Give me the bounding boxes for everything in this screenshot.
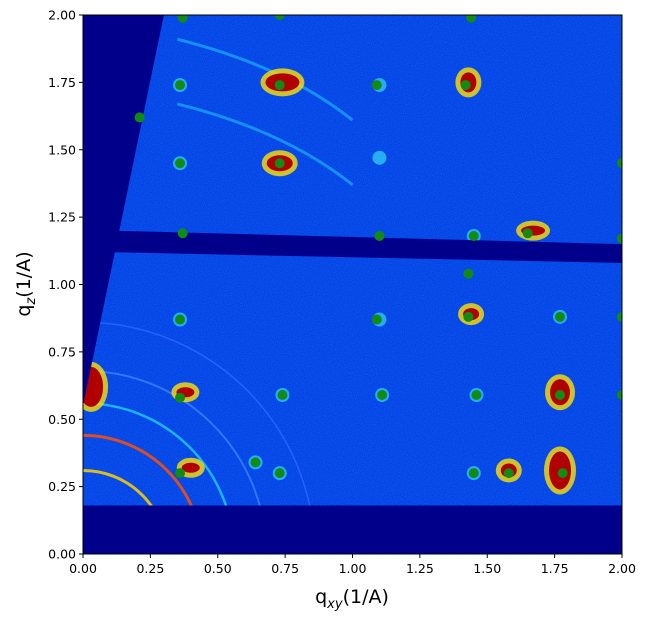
- peak-marker: [471, 389, 482, 400]
- x-axis-title: qxy(1/A): [315, 586, 389, 612]
- horizontal-gap: [109, 230, 622, 263]
- peak-marker: [377, 389, 388, 400]
- peak-marker: [617, 311, 622, 322]
- peak-marker: [134, 112, 145, 123]
- peak-marker: [175, 314, 186, 325]
- peak-marker: [371, 314, 382, 325]
- peak-marker: [274, 80, 285, 91]
- peak-marker: [466, 15, 477, 23]
- peak-marker: [617, 389, 622, 400]
- peak-marker: [555, 389, 566, 400]
- peak-marker: [555, 311, 566, 322]
- peak-marker: [463, 268, 474, 279]
- peak-marker: [460, 80, 471, 91]
- peak-marker: [274, 468, 285, 479]
- peak-marker: [177, 15, 188, 23]
- y-tick-label: 1.75: [48, 75, 76, 90]
- weak-spot: [372, 150, 387, 165]
- peak-marker: [374, 230, 385, 241]
- x-tick-label: 1.25: [406, 561, 434, 576]
- y-tick-label: 0.75: [48, 344, 76, 359]
- peak-marker: [617, 233, 622, 244]
- x-tick-label: 0.75: [271, 561, 299, 576]
- y-tick-label: 0.50: [48, 412, 76, 427]
- y-axis: 0.00 0.25 0.50 0.75 1.00 1.25 1.50 1.75 2.00: [48, 8, 83, 562]
- detector-gaps: [83, 15, 622, 554]
- peak-marker: [468, 230, 479, 241]
- y-axis-title: qz(1/A): [13, 251, 39, 316]
- x-tick-label: 1.00: [339, 561, 367, 576]
- peak-marker: [468, 468, 479, 479]
- peak-marker: [522, 228, 533, 239]
- x-axis: 0.00 0.25 0.50 0.75 1.00 1.25 1.50 1.75 2.00: [69, 554, 636, 576]
- peak-marker: [175, 392, 186, 403]
- peak-marker: [277, 389, 288, 400]
- x-tick-label: 0.50: [204, 561, 232, 576]
- peak-marker: [617, 158, 622, 169]
- peak-marker: [274, 158, 285, 169]
- peak-marker: [250, 457, 261, 468]
- peak-marker: [274, 15, 285, 20]
- peak-marker: [175, 468, 186, 479]
- detector-signal: [83, 15, 622, 506]
- y-tick-label: 1.25: [48, 210, 76, 225]
- peak-marker: [175, 158, 186, 169]
- peak-marker: [371, 80, 382, 91]
- bottom-gap: [83, 505, 622, 554]
- peak-marker: [503, 468, 514, 479]
- left-gap: [83, 15, 164, 406]
- diffraction-ring: [83, 321, 316, 554]
- y-tick-label: 1.00: [48, 277, 76, 292]
- x-tick-label: 0.00: [69, 561, 97, 576]
- y-tick-label: 0.25: [48, 479, 76, 494]
- peak-marker: [175, 80, 186, 91]
- y-tick-label: 2.00: [48, 8, 76, 23]
- peak-marker: [177, 228, 188, 239]
- y-tick-label: 0.00: [48, 547, 76, 562]
- x-tick-label: 2.00: [608, 561, 636, 576]
- plot-area: [83, 15, 622, 554]
- peak-markers: [134, 15, 622, 479]
- peak-marker: [557, 468, 568, 479]
- x-tick-label: 1.75: [541, 561, 569, 576]
- intense-spot: [181, 462, 200, 473]
- detector-noise: [83, 15, 622, 506]
- x-tick-label: 1.50: [473, 561, 501, 576]
- peak-marker: [463, 311, 474, 322]
- x-tick-label: 0.25: [136, 561, 164, 576]
- diffraction-arc: [176, 102, 354, 186]
- y-tick-label: 1.50: [48, 142, 76, 157]
